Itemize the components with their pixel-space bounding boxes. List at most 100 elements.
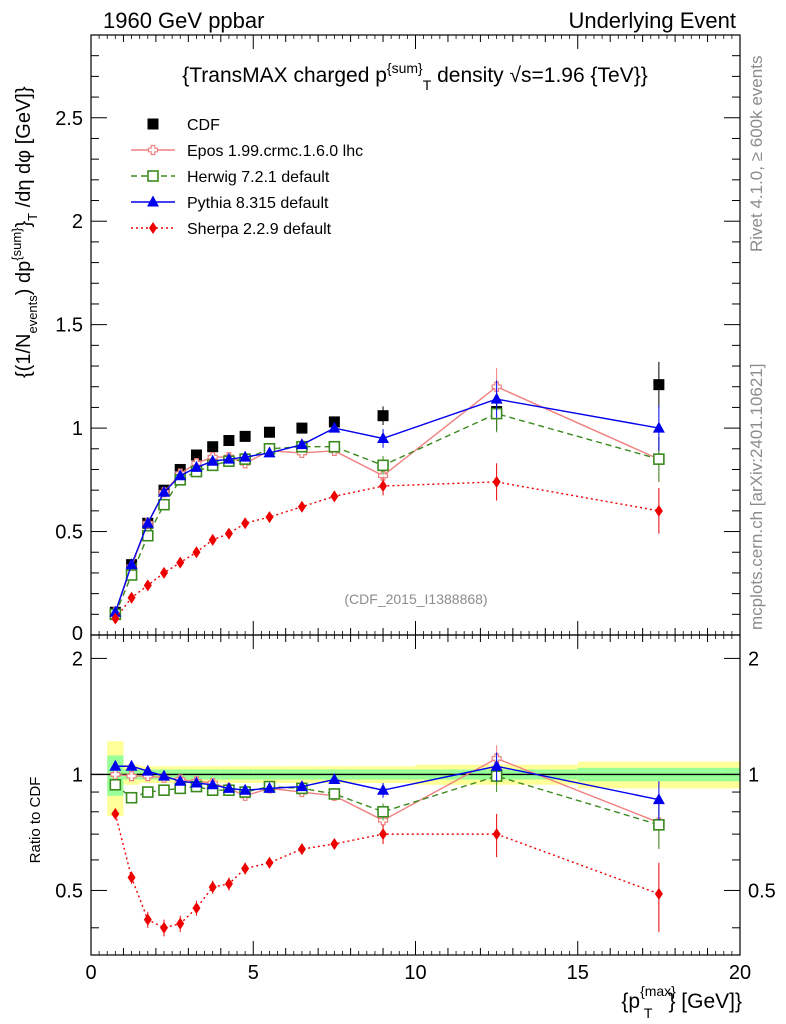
main-data-point [653,453,665,465]
main-y-tick-label: 2 [72,211,83,233]
ratio-y-tick-label: 0.5 [55,880,83,902]
ratio-y-tick-label: 2 [72,648,83,670]
main-data-point [265,511,274,524]
ratio-frame [90,634,741,956]
ratio-data-point [654,887,663,900]
ratio-data-point [176,917,185,930]
ratio-data-point [239,783,252,795]
ratio-data-point [295,780,308,792]
ratio-data-point [297,843,306,856]
legend: CDF Epos 1.99.crmc.1.6.0 lhc Herwig 7.2.1 … [131,117,363,238]
ratio-data-point [125,759,138,771]
main-y-axis-label: {(1/Nevents) dp{sum}}T /dη dφ [GeV]} [9,86,40,378]
main-data-point [652,421,665,433]
x-tick-label: 15 [567,962,589,984]
main-data-point [377,459,389,472]
main-data-point [127,591,136,604]
ratio-data-point [328,773,341,785]
main-data-point [653,379,665,391]
ratio-data-point [492,828,501,841]
legend-label: CDF [187,117,220,134]
ratio-data-point [653,819,665,831]
ratio-data-point [127,871,136,884]
main-data-point [111,612,120,625]
ratio-data-point [490,759,503,771]
legend-marker [149,222,157,234]
ratio-data-point [377,783,390,795]
ratio-y-tick-label-right: 0.5 [748,880,776,902]
main-data-point [158,485,171,497]
ratio-data-point [330,837,339,850]
main-y-tick-label: 0 [72,623,83,645]
main-data-point [223,435,235,447]
legend-label: Herwig 7.2.1 default [187,169,330,186]
header-right: Underlying Event [568,8,736,33]
main-series-line [114,398,659,613]
main-data-point [143,579,152,592]
main-data-point [125,569,138,581]
ratio-data-point [143,913,152,926]
x-tick-label: 5 [248,962,259,984]
ratio-data-point [379,828,388,841]
main-y-tick-label: 1.5 [55,315,83,337]
ratio-data-point [652,793,665,805]
main-data-point [239,450,252,462]
main-data-point [190,460,203,472]
main-data-point [241,517,250,530]
ratio-data-point [208,881,217,894]
ratio-data-point [158,784,170,797]
ratio-y-tick-label: 1 [72,764,83,786]
ratio-data-point [222,781,235,793]
analysis-watermark: (CDF_2015_I1388868) [344,591,487,607]
main-data-point [190,449,202,461]
ratio-data-point [263,781,276,793]
main-data-point [379,480,388,493]
main-data-point [174,469,187,481]
legend-marker [147,144,159,156]
legend-label: Pythia 8.315 default [187,195,329,212]
ratio-data-point [174,774,187,786]
main-y-tick-label: 2.5 [55,108,83,130]
legend-label: Sherpa 2.2.9 default [187,221,332,238]
header-left: 1960 GeV ppbar [103,8,264,33]
main-y-tick-label: 1 [72,418,83,440]
main-data-point [492,475,501,488]
main-data-point [377,470,389,481]
x-tick-label: 10 [404,962,426,984]
main-data-point [328,440,341,453]
ratio-data-point [109,778,122,791]
main-data-point [222,452,235,464]
ratio-data-point [158,769,171,781]
main-data-point [125,558,138,570]
legend-marker [147,170,159,182]
main-data-point [141,516,154,528]
main-data-point [654,504,663,517]
main-data-point [263,426,275,438]
ratio-data-point [111,807,120,820]
legend-marker [147,195,159,207]
main-data-point [377,410,389,422]
ratio-data-point [192,902,201,915]
main-data-point [377,431,390,443]
main-data-point [224,527,233,540]
ratio-y-tick-label-right: 2 [748,648,759,670]
ratio-data-point [328,788,341,800]
ratio-data-point [241,862,250,875]
x-tick-label: 20 [729,962,751,984]
main-data-point [206,454,219,466]
main-title: {TransMAX charged p{sum}T density √s=1.9… [182,60,647,93]
main-data-point [490,392,503,404]
ratio-data-point [224,877,233,890]
main-data-point [297,500,306,513]
ratio-data-point [206,778,219,790]
mcplots-label: mcplots.cern.ch [arXiv:2401.10621] [747,364,766,630]
main-data-point [160,566,169,579]
ratio-y-axis-label: Ratio to CDF [27,777,44,864]
legend-marker [147,118,159,130]
main-data-point [207,441,219,453]
ratio-data-point [141,764,154,776]
main-data-point [330,490,339,503]
ratio-data-point [377,805,389,818]
ratio-panel: 0.5 0.51 12 20 5 10 15 20 [55,634,776,984]
